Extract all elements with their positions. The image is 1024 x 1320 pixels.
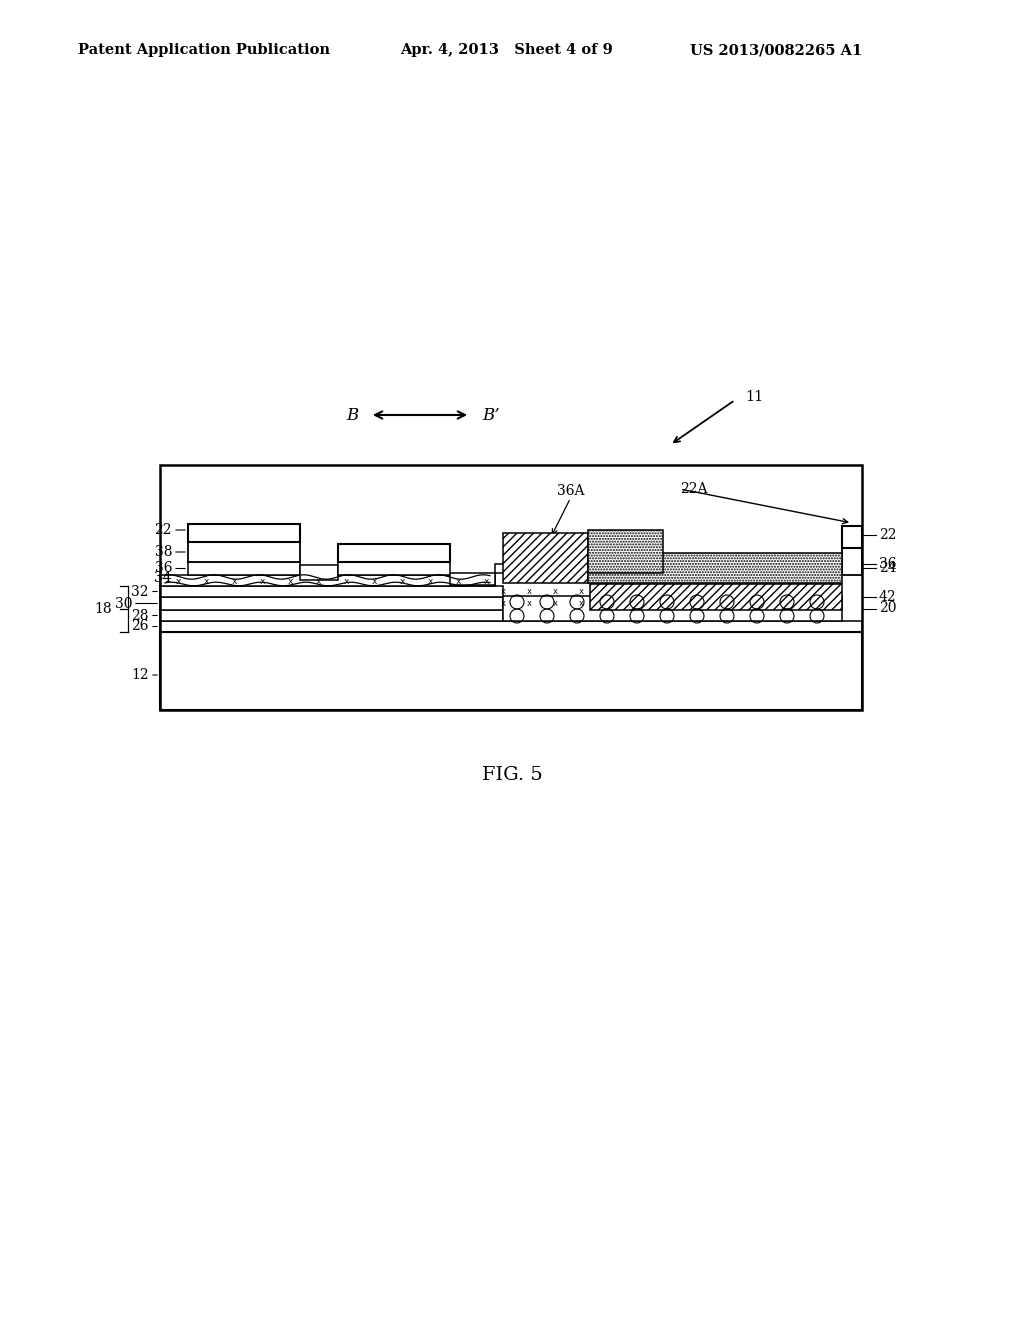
Text: x: x [483,577,488,586]
Text: x: x [427,577,433,586]
Bar [188,562,300,576]
Bar [588,553,842,583]
Text: B’: B’ [482,407,500,424]
Text: US 2013/0082265 A1: US 2013/0082265 A1 [690,44,862,57]
Bar [495,564,842,573]
Text: 36: 36 [155,561,172,576]
Text: 42: 42 [879,590,897,605]
Text: 18: 18 [94,602,112,616]
Text: x: x [204,577,209,586]
Text: 20: 20 [879,602,896,615]
Text: 11: 11 [745,389,763,404]
Bar [842,525,862,548]
Bar [503,597,842,620]
Text: x: x [343,577,349,586]
Bar [188,524,300,543]
Text: B: B [346,407,358,424]
Text: x: x [259,577,264,586]
Text: 26: 26 [131,619,150,634]
Text: Patent Application Publication: Patent Application Publication [78,44,330,57]
Text: x: x [553,599,557,609]
Text: x: x [372,577,377,586]
Text: x: x [526,599,531,609]
Bar [450,573,495,585]
Bar [338,562,450,576]
Bar [160,620,862,632]
Bar [588,531,663,573]
Bar [590,583,842,610]
Text: 32: 32 [131,585,150,598]
Text: x: x [553,587,557,597]
Text: 36A: 36A [557,484,585,498]
Text: x: x [579,587,584,597]
Text: 30: 30 [115,597,132,610]
Bar [300,565,338,579]
Text: x: x [315,577,321,586]
Bar [160,632,862,710]
Text: x: x [501,587,506,597]
Bar [160,586,503,597]
Bar [160,610,503,620]
Bar [503,533,588,583]
Text: 22: 22 [155,523,172,537]
Text: 12: 12 [131,668,150,682]
Text: 22: 22 [879,528,896,543]
Text: 24: 24 [879,561,897,576]
Text: 28: 28 [131,609,150,623]
Text: x: x [501,599,506,609]
Text: 22A: 22A [680,482,708,496]
Text: FIG. 5: FIG. 5 [481,766,543,784]
Text: x: x [231,577,237,586]
Bar [188,543,300,562]
Text: Apr. 4, 2013   Sheet 4 of 9: Apr. 4, 2013 Sheet 4 of 9 [400,44,612,57]
Text: 38: 38 [155,545,172,558]
Bar [160,597,503,610]
Text: x: x [288,577,293,586]
Bar [842,548,862,576]
Text: x: x [399,577,404,586]
Text: x: x [579,599,584,609]
Bar [338,544,450,562]
Bar [160,465,862,710]
Bar [160,576,495,586]
Text: x: x [526,587,531,597]
Text: x: x [175,577,180,586]
Text: x: x [456,577,461,586]
Text: 34: 34 [155,572,172,586]
Text: 36: 36 [879,557,896,570]
